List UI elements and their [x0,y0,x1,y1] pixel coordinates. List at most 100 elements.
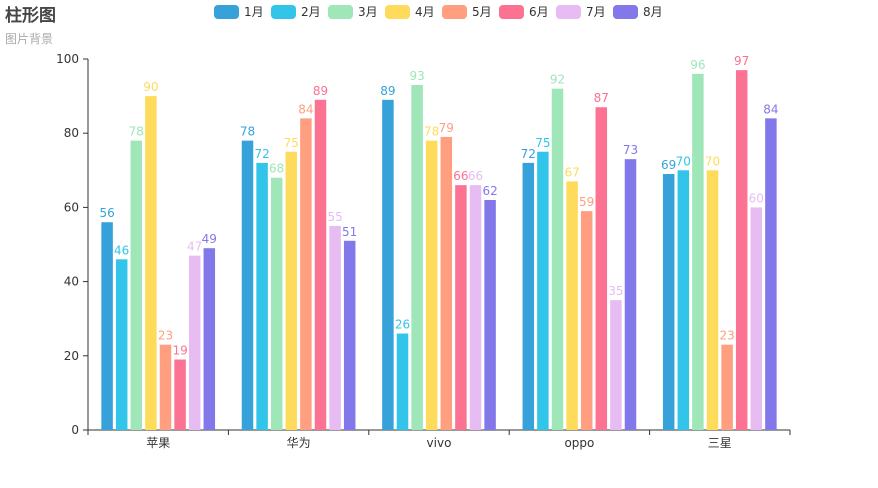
bars [101,70,777,431]
legend-swatch [499,5,524,19]
bar[interactable] [440,136,453,430]
bar[interactable] [522,162,535,430]
y-tick-label: 20 [64,349,79,363]
bar[interactable] [537,151,549,430]
bar[interactable] [396,333,409,430]
bar[interactable] [159,344,172,430]
bar[interactable] [188,255,201,430]
bar[interactable] [285,151,298,430]
bar[interactable] [706,170,719,431]
bar[interactable] [270,177,283,430]
bar[interactable] [484,199,496,430]
bar[interactable] [241,140,254,430]
bar[interactable] [677,170,690,431]
data-label: 69 [661,158,676,172]
data-label: 67 [564,165,579,179]
x-tick-label: oppo [564,436,594,450]
y-tick-label: 0 [71,423,79,437]
bar[interactable] [101,222,113,430]
data-label: 19 [172,344,187,358]
bar[interactable] [425,140,438,430]
data-label: 89 [313,84,328,98]
data-label: 84 [298,102,313,116]
data-label: 68 [269,162,284,176]
legend-item[interactable]: 5月 [442,5,492,19]
bar[interactable] [551,88,564,431]
bar[interactable] [469,185,482,430]
data-label: 72 [521,147,536,161]
legend: 1月 2月 3月 4月 5月 6月 7月 8月 [214,5,663,19]
y-tick-label: 60 [64,200,79,214]
data-label: 56 [99,206,114,220]
legend-item[interactable]: 4月 [385,5,435,19]
data-label: 72 [254,147,269,161]
legend-label: 8月 [643,5,663,19]
data-label: 97 [734,54,749,68]
bar[interactable] [411,84,423,430]
data-label: 90 [143,80,158,94]
data-label: 60 [749,191,764,205]
legend-item[interactable]: 8月 [613,5,663,19]
data-label: 51 [342,225,357,239]
bar[interactable] [115,259,128,430]
legend-item[interactable]: 6月 [499,5,549,19]
legend-item[interactable]: 7月 [556,5,606,19]
legend-item[interactable]: 3月 [328,5,378,19]
data-label: 55 [327,210,342,224]
chart-subtitle: 图片背景 [5,32,54,46]
data-label: 66 [468,169,483,183]
legend-swatch [613,5,638,19]
legend-swatch [556,5,581,19]
bar[interactable] [174,359,186,430]
bar[interactable] [329,225,341,430]
data-label: 70 [705,154,720,168]
data-label: 96 [690,58,705,72]
bar[interactable] [300,118,312,431]
legend-label: 2月 [301,5,321,19]
bar[interactable] [595,107,608,430]
data-label: 79 [439,121,454,135]
data-label: 62 [482,184,497,198]
data-label: 78 [129,125,144,139]
bar[interactable] [314,99,327,430]
bar[interactable] [145,96,157,430]
y-tick-label: 100 [56,52,79,66]
data-label: 89 [380,84,395,98]
bar[interactable] [580,211,593,430]
data-label: 23 [719,329,734,343]
legend-label: 6月 [529,5,549,19]
bar[interactable] [566,181,578,430]
bar[interactable] [203,248,216,430]
bar[interactable] [455,185,467,430]
x-tick-label: 华为 [287,436,311,450]
legend-swatch [385,5,410,19]
legend-label: 3月 [358,5,378,19]
bar[interactable] [765,118,777,431]
bar[interactable] [624,159,637,431]
bar[interactable] [750,207,763,430]
data-label: 87 [594,91,609,105]
bar[interactable] [662,174,675,430]
x-tick-label: vivo [427,436,452,450]
x-tick-label: 苹果 [146,436,170,450]
legend-item[interactable]: 2月 [271,5,321,19]
bar[interactable] [610,300,622,430]
bar[interactable] [692,73,704,430]
data-label: 35 [608,284,623,298]
bar[interactable] [735,70,748,430]
legend-label: 5月 [472,5,492,19]
data-label: 70 [676,154,691,168]
bar[interactable] [721,344,733,430]
bar[interactable] [130,140,143,430]
bar[interactable] [256,162,268,430]
data-labels: 56 78 89 72 69 46 72 26 75 70 78 68 93 92 96 90 75 78 67 70… [99,54,778,357]
x-tick-label: 三星 [708,436,732,450]
data-label: 84 [763,102,778,116]
bar[interactable] [382,99,394,430]
data-label: 92 [550,73,565,87]
bar[interactable] [343,240,356,430]
legend-swatch [442,5,467,19]
legend-item[interactable]: 1月 [214,5,264,19]
data-label: 23 [158,329,173,343]
